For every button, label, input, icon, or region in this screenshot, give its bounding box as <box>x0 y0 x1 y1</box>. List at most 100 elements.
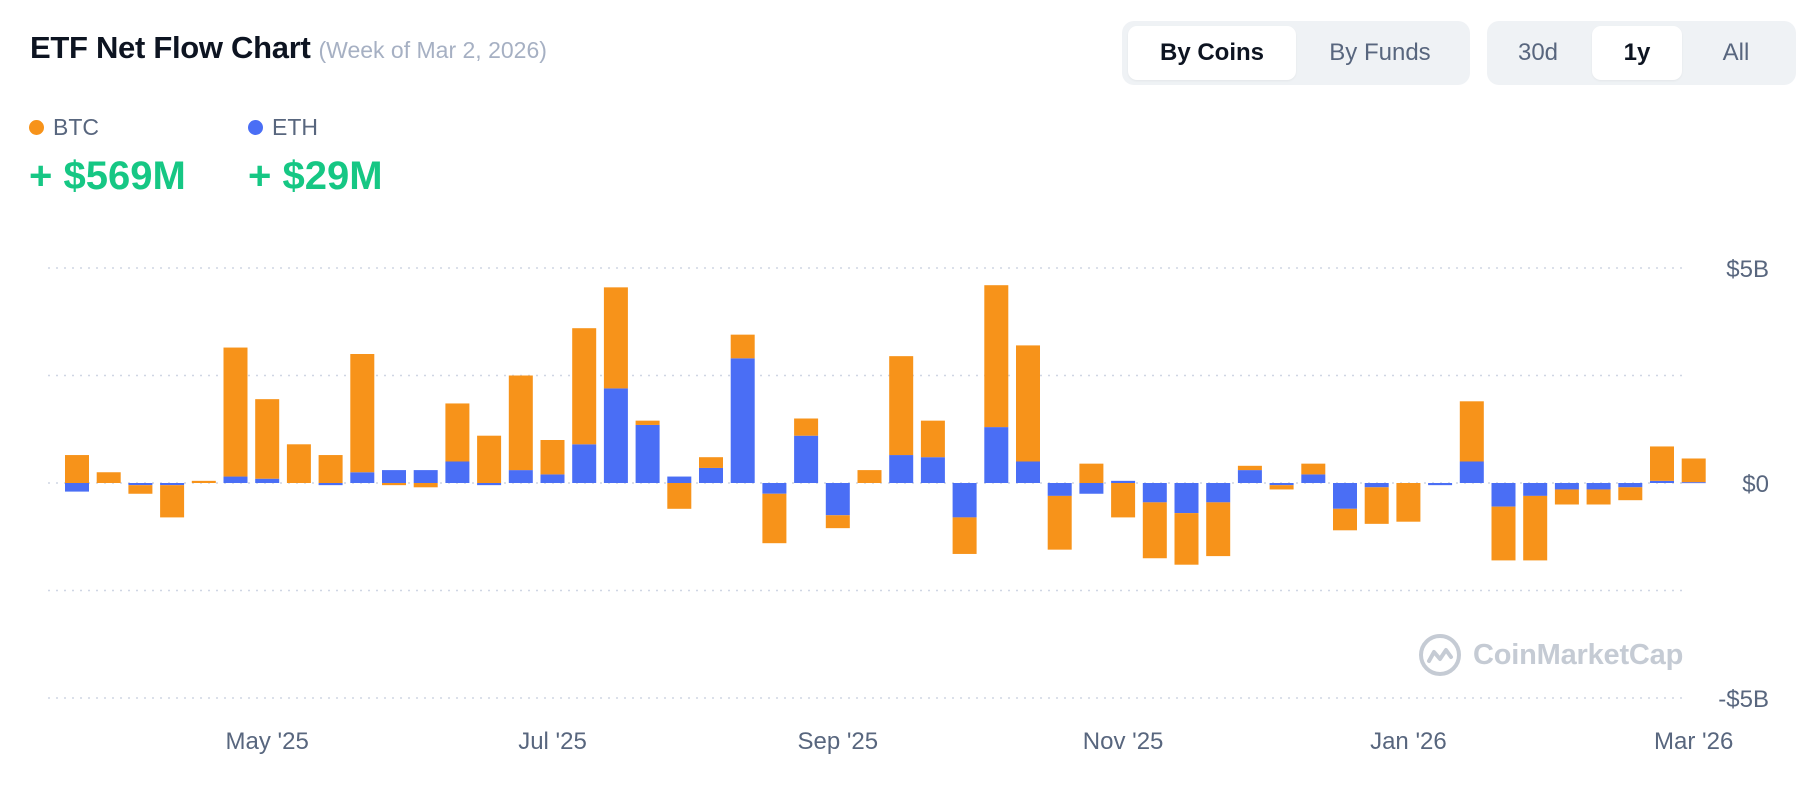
eth-bar[interactable] <box>160 483 185 486</box>
eth-bar[interactable] <box>920 457 945 483</box>
btc-bar[interactable] <box>1016 345 1040 462</box>
eth-bar[interactable] <box>603 388 628 483</box>
eth-bar[interactable] <box>1142 483 1167 503</box>
btc-bar[interactable] <box>572 328 597 445</box>
eth-bar[interactable] <box>477 483 502 486</box>
btc-bar[interactable] <box>635 420 660 425</box>
eth-bar[interactable] <box>540 474 565 483</box>
btc-bar[interactable] <box>1523 495 1548 561</box>
eth-bar[interactable] <box>350 472 375 483</box>
btc-bar[interactable] <box>1174 513 1199 565</box>
range-30d-button[interactable]: 30d <box>1517 39 1559 66</box>
btc-bar[interactable] <box>413 483 438 488</box>
btc-bar[interactable] <box>1047 495 1072 550</box>
eth-bar[interactable] <box>382 470 406 483</box>
btc-bar[interactable] <box>350 354 375 473</box>
btc-bar[interactable] <box>825 515 850 529</box>
btc-bar[interactable] <box>1554 489 1579 505</box>
btc-bar[interactable] <box>223 347 248 477</box>
eth-bar[interactable] <box>1111 480 1136 483</box>
eth-bar[interactable] <box>889 455 914 483</box>
eth-bar[interactable] <box>1079 483 1104 494</box>
eth-bar[interactable] <box>635 424 660 483</box>
btc-bar[interactable] <box>1079 463 1104 483</box>
btc-bar[interactable] <box>1301 463 1326 475</box>
btc-bar[interactable] <box>1364 487 1389 524</box>
btc-bar[interactable] <box>730 334 755 359</box>
btc-bar[interactable] <box>794 418 819 436</box>
range-1y-button[interactable]: 1y <box>1592 26 1682 80</box>
eth-bar[interactable] <box>825 483 850 516</box>
btc-bar[interactable] <box>318 455 343 483</box>
btc-bar[interactable] <box>1650 446 1674 481</box>
btc-bar[interactable] <box>445 403 470 462</box>
eth-bar[interactable] <box>1301 474 1326 483</box>
btc-bar[interactable] <box>255 399 280 479</box>
btc-bar[interactable] <box>1618 487 1643 501</box>
btc-bar[interactable] <box>984 285 1009 428</box>
btc-bar[interactable] <box>603 287 628 389</box>
btc-bar[interactable] <box>667 483 692 509</box>
btc-bar[interactable] <box>96 472 121 483</box>
btc-bar[interactable] <box>762 493 787 544</box>
eth-bar[interactable] <box>1428 483 1453 486</box>
btc-bar[interactable] <box>1237 465 1262 471</box>
eth-bar[interactable] <box>255 478 280 483</box>
eth-bar[interactable] <box>1016 461 1040 484</box>
eth-bar[interactable] <box>984 427 1009 483</box>
btc-bar[interactable] <box>477 435 502 483</box>
range-all-button[interactable]: All <box>1722 39 1750 66</box>
eth-bar[interactable] <box>1554 483 1579 490</box>
btc-bar[interactable] <box>1206 502 1231 557</box>
eth-bar[interactable] <box>794 435 819 483</box>
eth-bar[interactable] <box>1364 483 1389 488</box>
eth-bar[interactable] <box>1459 461 1484 484</box>
btc-bar[interactable] <box>857 470 882 483</box>
btc-bar[interactable] <box>1142 502 1167 559</box>
eth-bar[interactable] <box>1333 483 1357 509</box>
btc-bar[interactable] <box>1459 401 1484 462</box>
btc-bar[interactable] <box>540 440 565 475</box>
btc-bar[interactable] <box>1333 508 1357 531</box>
eth-bar[interactable] <box>1491 483 1516 507</box>
eth-bar[interactable] <box>445 461 470 484</box>
eth-bar[interactable] <box>1586 483 1611 490</box>
btc-bar[interactable] <box>286 444 311 483</box>
eth-bar[interactable] <box>65 483 89 492</box>
btc-bar[interactable] <box>920 420 945 458</box>
by-coins-button[interactable]: By Coins <box>1128 26 1296 80</box>
eth-bar[interactable] <box>1047 483 1072 496</box>
eth-bar[interactable] <box>223 476 248 483</box>
btc-bar[interactable] <box>889 356 914 456</box>
btc-bar[interactable] <box>1396 483 1421 522</box>
btc-bar[interactable] <box>160 485 185 518</box>
eth-bar[interactable] <box>1523 483 1548 496</box>
btc-bar[interactable] <box>65 455 89 483</box>
btc-bar[interactable] <box>1269 485 1294 490</box>
btc-bar[interactable] <box>1681 458 1706 483</box>
eth-bar[interactable] <box>667 476 692 483</box>
eth-bar[interactable] <box>318 483 343 486</box>
eth-bar[interactable] <box>1618 483 1643 488</box>
eth-bar[interactable] <box>952 483 977 518</box>
btc-bar[interactable] <box>508 375 533 471</box>
eth-bar[interactable] <box>1174 483 1199 514</box>
eth-bar[interactable] <box>762 483 787 494</box>
btc-bar[interactable] <box>191 480 216 483</box>
eth-bar[interactable] <box>128 483 153 486</box>
btc-bar[interactable] <box>1111 483 1136 518</box>
btc-bar[interactable] <box>952 517 977 554</box>
eth-bar[interactable] <box>1650 480 1674 483</box>
eth-bar[interactable] <box>1681 482 1706 484</box>
eth-bar[interactable] <box>1206 483 1231 503</box>
btc-bar[interactable] <box>1586 489 1611 505</box>
by-funds-button[interactable]: By Funds <box>1329 39 1431 66</box>
btc-bar[interactable] <box>699 457 723 468</box>
eth-bar[interactable] <box>699 467 723 483</box>
btc-bar[interactable] <box>128 485 153 494</box>
btc-bar[interactable] <box>382 483 406 486</box>
eth-bar[interactable] <box>1269 483 1294 486</box>
eth-bar[interactable] <box>730 358 755 483</box>
eth-bar[interactable] <box>413 470 438 483</box>
eth-bar[interactable] <box>508 470 533 483</box>
